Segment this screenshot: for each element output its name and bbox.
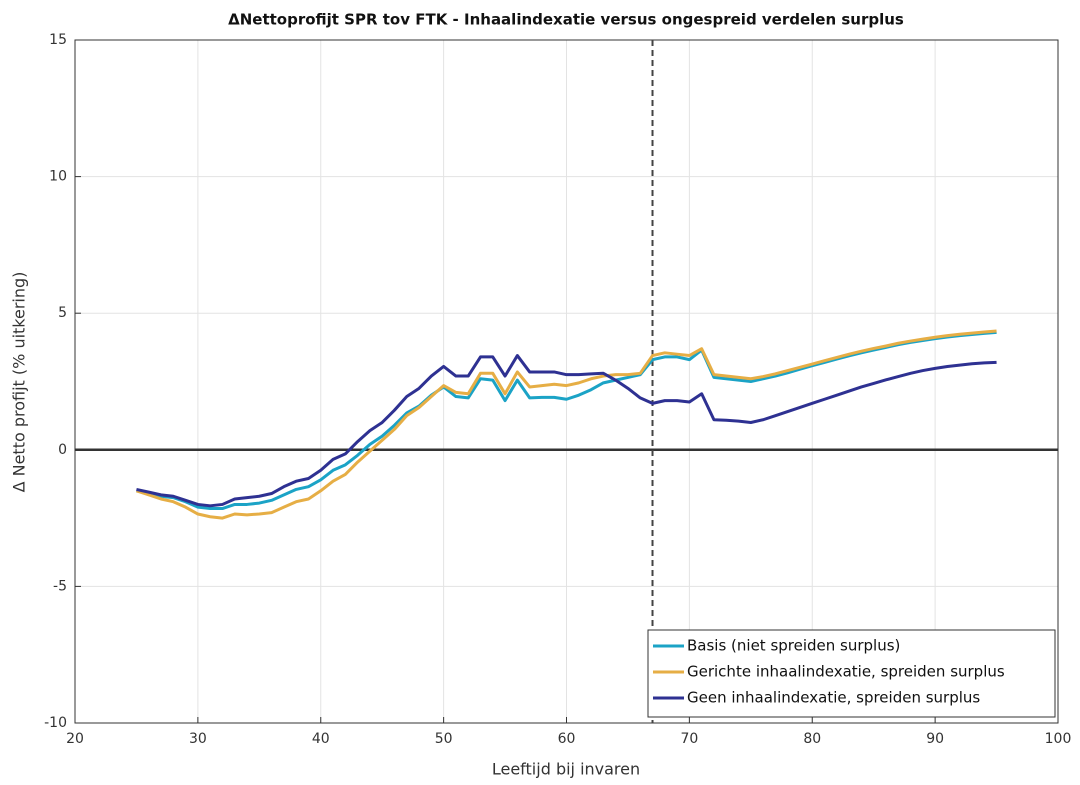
y-tick-label: 0 xyxy=(58,442,67,458)
x-tick-label: 20 xyxy=(66,731,84,747)
legend: Basis (niet spreiden surplus) Gerichte in… xyxy=(647,629,1056,718)
y-tick-label: 10 xyxy=(49,169,67,185)
x-axis-label: Leeftijd bij invaren xyxy=(492,760,640,779)
legend-label: Gerichte inhaalindexatie, spreiden surpl… xyxy=(687,663,1005,681)
y-tick-label: 15 xyxy=(49,32,67,48)
y-axis-label: Δ Netto profijt (% uitkering) xyxy=(10,272,29,493)
x-tick-label: 40 xyxy=(312,731,330,747)
x-tick-label: 80 xyxy=(803,731,821,747)
legend-label: Geen inhaalindexatie, spreiden surplus xyxy=(687,689,980,707)
y-tick-label: -10 xyxy=(44,715,67,731)
plot-frame xyxy=(74,39,1059,724)
data-line xyxy=(135,329,997,520)
data-line xyxy=(136,330,997,511)
data-line xyxy=(136,354,997,508)
x-tick-label: 100 xyxy=(1045,731,1072,747)
legend-label: Basis (niet spreiden surplus) xyxy=(687,637,900,655)
legend-box xyxy=(647,629,1056,718)
x-tick-label: 70 xyxy=(680,731,698,747)
x-tick-label: 50 xyxy=(435,731,453,747)
x-tick-label: 30 xyxy=(189,731,207,747)
y-tick-label: -5 xyxy=(53,578,67,594)
x-tick-label: 60 xyxy=(558,731,576,747)
x-tick-label: 90 xyxy=(926,731,944,747)
y-tick-label: 5 xyxy=(58,305,67,321)
chart-title: ΔNettoprofijt SPR tov FTK - Inhaalindexa… xyxy=(228,11,904,29)
